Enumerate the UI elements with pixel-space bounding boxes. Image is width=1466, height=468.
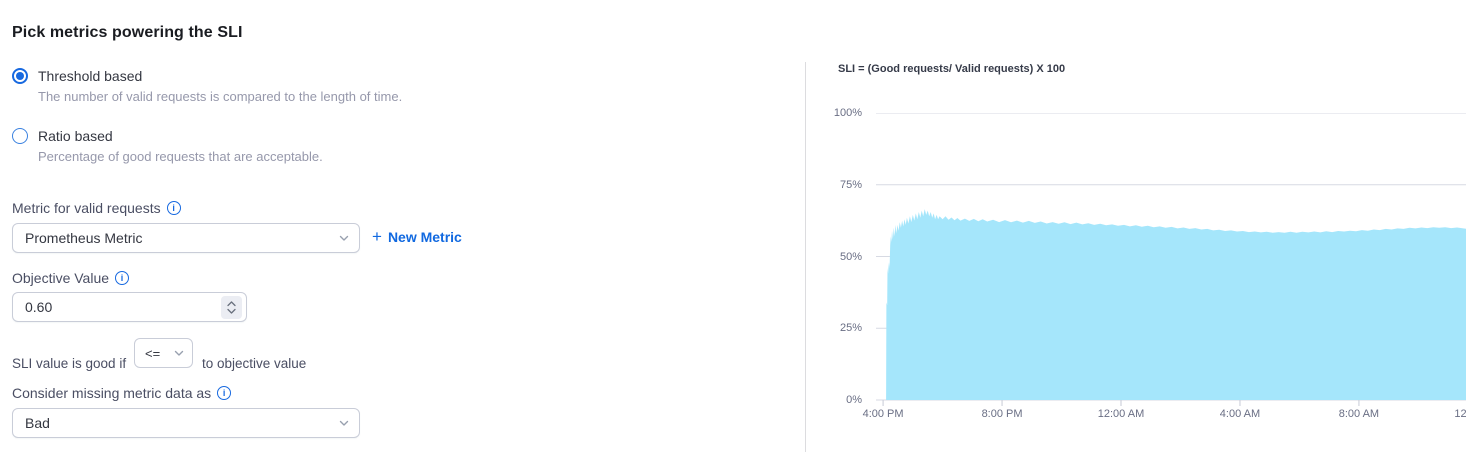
missing-data-select-value: Bad — [25, 415, 50, 431]
chart-canvas — [876, 112, 1466, 406]
radio-description: The number of valid requests is compared… — [38, 89, 403, 104]
chart-title: SLI = (Good requests/ Valid requests) X … — [838, 63, 1066, 75]
objective-value-text: 0.60 — [25, 299, 53, 315]
missing-data-select[interactable]: Bad — [12, 408, 360, 438]
metric-field-label: Metric for valid requests — [12, 200, 181, 216]
info-icon[interactable] — [115, 271, 130, 285]
sli-preview-chart — [870, 112, 1466, 407]
y-axis-label: 0% — [846, 394, 862, 406]
y-axis-label: 100% — [833, 107, 862, 119]
y-axis-label: 25% — [839, 322, 862, 335]
chevron-down-icon — [339, 235, 349, 241]
missing-data-field-label: Consider missing metric data as — [12, 385, 232, 401]
new-metric-label: New Metric — [387, 229, 462, 245]
radio-option-threshold-based[interactable]: Threshold based The number of valid requ… — [12, 68, 402, 105]
sli-area-series — [886, 209, 1466, 400]
operator-select[interactable]: <= — [134, 338, 193, 368]
x-axis-label: 8:00 AM — [1338, 408, 1380, 420]
x-axis-label: 12:00 AM — [1097, 408, 1145, 420]
radio-description: Percentage of good requests that are acc… — [38, 149, 323, 164]
x-axis-label: 4:00 PM — [862, 408, 904, 420]
metric-field-label-text: Metric for valid requests — [12, 200, 161, 216]
radio-selected-icon[interactable] — [12, 68, 28, 84]
y-axis-label: 75% — [839, 178, 862, 191]
new-metric-button[interactable]: New Metric — [372, 229, 462, 245]
operator-select-value: <= — [145, 345, 161, 361]
radio-option-ratio-based[interactable]: Ratio based Percentage of good requests … — [12, 128, 323, 165]
metric-select[interactable]: Prometheus Metric — [12, 223, 360, 253]
metric-select-value: Prometheus Metric — [25, 230, 143, 246]
chevron-down-icon — [339, 420, 349, 426]
page-title: Pick metrics powering the SLI — [12, 24, 243, 41]
radio-unselected-icon[interactable] — [12, 128, 28, 144]
objective-value-input[interactable]: 0.60 — [12, 292, 247, 322]
objective-field-label: Objective Value — [12, 270, 130, 286]
number-stepper[interactable] — [221, 296, 242, 319]
good-if-prefix-text: SLI value is good if — [12, 356, 127, 371]
radio-label: Ratio based — [38, 128, 113, 144]
radio-label: Threshold based — [38, 68, 143, 84]
chevron-down-icon — [174, 350, 184, 356]
good-if-suffix-text: to objective value — [202, 356, 307, 371]
missing-data-field-label-text: Consider missing metric data as — [12, 385, 212, 401]
plus-icon — [372, 229, 382, 245]
chevron-down-icon — [227, 308, 236, 314]
x-axis-label: 12:00 PM — [1454, 408, 1466, 420]
objective-field-label-text: Objective Value — [12, 270, 110, 286]
vertical-divider — [805, 62, 806, 452]
y-axis-label: 50% — [839, 250, 862, 263]
info-icon[interactable] — [166, 201, 181, 215]
chevron-up-icon — [227, 301, 236, 307]
x-axis-label: 4:00 AM — [1219, 408, 1261, 420]
x-axis-label: 8:00 PM — [981, 408, 1023, 420]
info-icon[interactable] — [217, 386, 232, 400]
